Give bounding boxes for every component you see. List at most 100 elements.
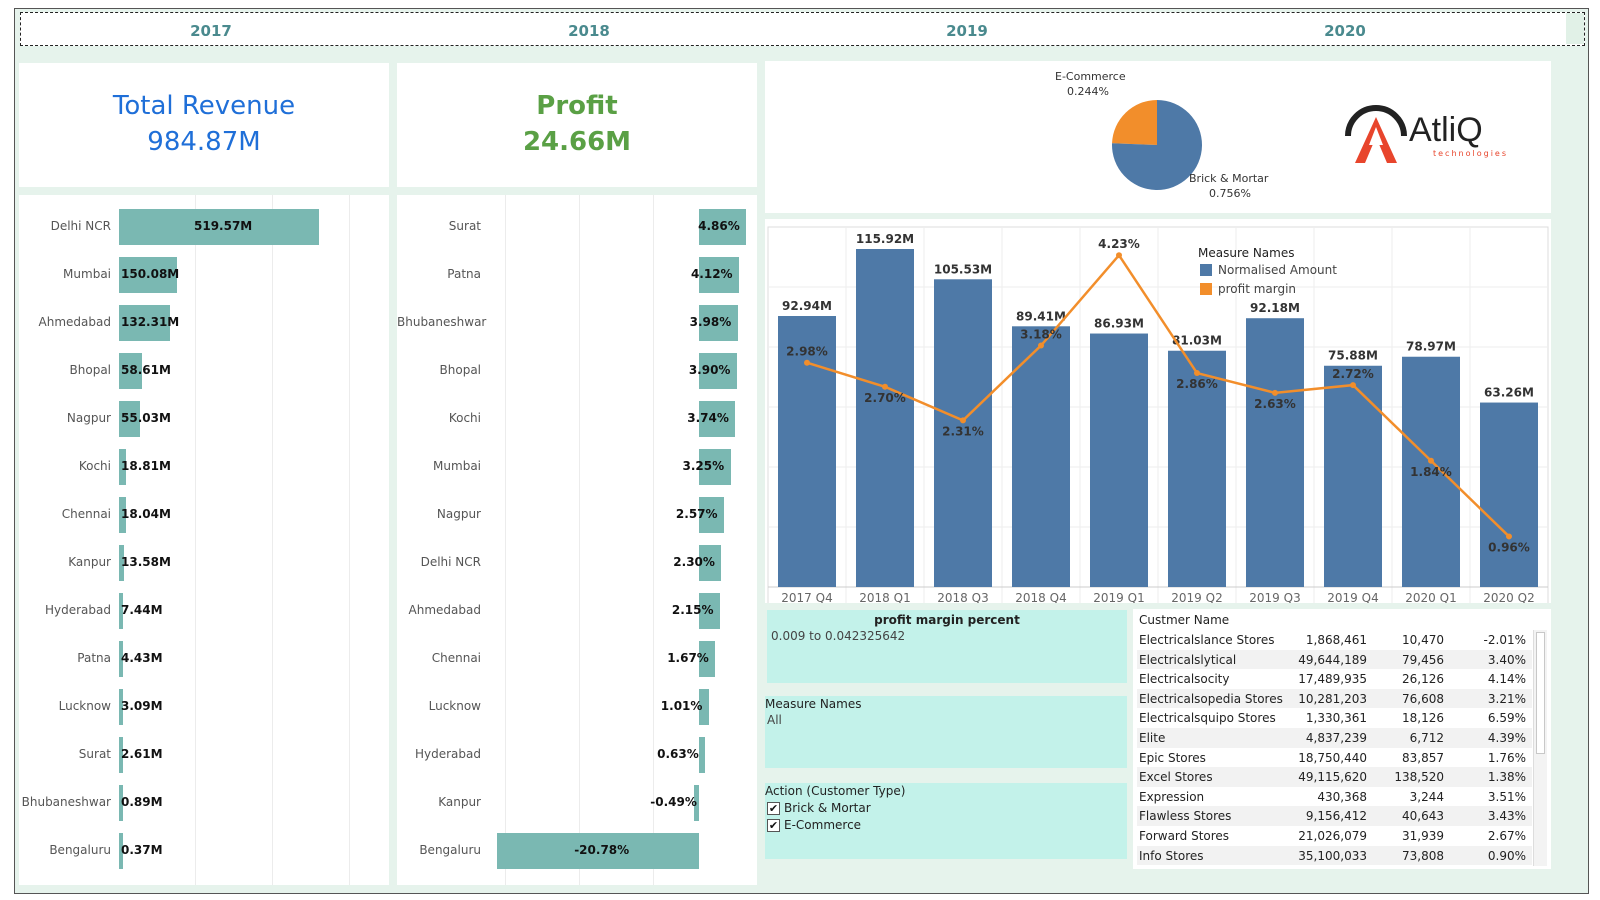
customer-amount-cell: 9,156,412 [1305,809,1367,824]
x-tick-label: 2019 Q2 [1171,591,1222,603]
amount-bar[interactable] [1324,365,1382,587]
x-tick-label: 2019 Q1 [1093,591,1144,603]
customer-amount-cell: 21,026,079 [1298,829,1367,843]
customer-type-panel: E-Commerce 0.244% Brick & Mortar 0.756% … [765,61,1551,213]
customer-margin-cell: 3.51% [1487,789,1526,804]
table-row[interactable]: Electricalsquipo Stores 1,330,361 18,126 6.… [1137,708,1532,728]
customer-quantity-cell: 3,244 [1409,789,1444,804]
profit-title: Profit [536,91,618,121]
profit-margin-point [1350,382,1356,389]
profit-city-label: Lucknow [428,699,481,713]
revenue-value-label: 150.08M [121,267,180,281]
brick-mortar-checkbox[interactable]: ✔ [767,802,780,815]
table-row[interactable]: Elite 4,837,239 6,712 4.39% [1137,728,1532,748]
table-row[interactable]: Expression 430,368 3,244 3.51% [1137,787,1532,807]
amount-bar[interactable] [934,279,992,587]
customer-name-cell: Flawless Stores [1139,809,1232,824]
x-tick-label: 2018 Q1 [859,591,910,603]
table-row[interactable]: Flawless Stores 9,156,412 40,643 3.43% [1137,806,1532,826]
amount-bar[interactable] [1090,333,1148,587]
measure-names-filter-title: Measure Names [765,697,862,711]
table-scrollbar[interactable] [1533,630,1547,866]
profit-bar [699,305,738,341]
measure-names-filter-value[interactable]: All [767,713,782,727]
quarterly-amount-chart: 92.94M 2017 Q4 115.92M 2018 Q1 105.53M 2018 Q… [765,219,1551,603]
revenue-bar [119,305,170,341]
customer-amount-cell: 17,489,935 [1298,672,1367,687]
customer-table-header: Custmer Name [1139,613,1230,627]
customer-margin-cell: 4.14% [1487,672,1526,687]
customer-quantity-cell: 18,126 [1402,711,1444,726]
profit-margin-filter-range[interactable]: 0.009 to 0.042325642 [771,629,906,643]
profit-margin-point [1116,252,1122,259]
amount-bar-label: 78.97M [1406,340,1456,354]
table-row[interactable]: Electricalsopedia Stores 10,281,203 76,608… [1137,688,1532,709]
table-row[interactable]: Electricalsocity 17,489,935 26,126 4.14% [1137,669,1532,689]
customer-margin-cell: 1.38% [1487,770,1526,785]
amount-bar[interactable] [856,249,914,587]
action-filter-title: Action (Customer Type) [765,784,906,798]
revenue-value-label: 7.44M [121,603,163,617]
customer-name-cell: Electricalslance Stores [1139,633,1275,647]
legend-title: Measure Names [1198,246,1295,260]
atliq-logo-icon [1345,105,1407,163]
profit-city-label: Kochi [448,411,481,425]
profit-city-label: Bhubaneshwar [397,315,487,329]
profit-city-label: Bhopal [439,363,481,377]
total-revenue-value: 984.87M [147,127,261,157]
profit-by-city-chart: Surat 4.86% Patna 4.12% Bhubaneshwar 3.98% Bho… [397,195,757,885]
profit-margin-label: 2.63% [1254,397,1296,411]
customer-name-cell: Info Stores [1139,848,1204,863]
revenue-bar [119,401,141,437]
x-tick-label: 2019 Q4 [1327,591,1378,603]
x-tick-label: 2020 Q2 [1483,591,1534,603]
year-2019-button[interactable]: 2019 [946,22,988,40]
table-row[interactable]: Info Stores 35,100,033 73,808 0.90% [1137,845,1532,866]
profit-city-label: Delhi NCR [420,555,481,569]
table-row[interactable]: Electricalslytical 49,644,189 79,456 3.40% [1137,649,1532,670]
revenue-bar [119,545,125,581]
legend-swatch-profit-margin [1200,283,1212,295]
measure-names-filter[interactable]: Measure Names All [765,696,1127,768]
customer-quantity-cell: 10,470 [1402,633,1444,647]
revenue-bar [119,449,127,485]
table-row[interactable]: Electricalslance Stores 1,868,461 10,470 -2… [1137,630,1532,650]
year-2018-button[interactable]: 2018 [568,22,610,40]
gridline [579,195,580,885]
customer-quantity-cell: 6,712 [1409,731,1444,745]
revenue-city-label: Bhubaneshwar [21,795,111,809]
brick-mortar-option-label[interactable]: Brick & Mortar [784,801,871,815]
customer-amount-cell: 430,368 [1317,789,1367,804]
customer-quantity-cell: 31,939 [1402,829,1444,843]
revenue-value-label: 18.04M [121,507,171,521]
revenue-city-label: Surat [78,747,111,761]
revenue-value-label: 58.61M [121,363,171,377]
amount-bar[interactable] [1012,326,1070,587]
amount-bar[interactable] [1480,402,1538,587]
revenue-city-label: Bengaluru [49,843,111,857]
total-revenue-title: Total Revenue [112,91,296,121]
amount-bar[interactable] [1168,350,1226,587]
table-row[interactable]: Excel Stores 49,115,620 138,520 1.38% [1137,767,1532,787]
customer-name-cell: Electricalslytical [1139,652,1237,667]
ecommerce-checkbox[interactable]: ✔ [767,819,780,832]
pie-slice-brick-mortar[interactable] [1112,100,1202,190]
revenue-value-label: 55.03M [121,411,171,425]
revenue-value-label: 3.09M [121,699,163,713]
profit-margin-filter[interactable]: profit margin percent 0.009 to 0.0423256… [767,610,1127,683]
profit-city-label: Mumbai [433,459,481,473]
year-2020-button[interactable]: 2020 [1324,22,1366,40]
year-2017-button[interactable]: 2017 [190,22,232,40]
customer-amount-cell: 35,100,033 [1298,848,1367,863]
pie-slice-ecommerce[interactable] [1112,100,1157,145]
table-row[interactable]: Forward Stores 21,026,079 31,939 2.67% [1137,826,1532,846]
customer-name-cell: Expression [1139,789,1205,804]
revenue-value-label: 13.58M [121,555,171,569]
profit-city-label: Nagpur [436,507,481,521]
amount-bar[interactable] [1246,318,1304,587]
table-row[interactable]: Epic Stores 18,750,440 83,857 1.76% [1137,748,1532,768]
ecommerce-option-label[interactable]: E-Commerce [784,818,862,832]
amount-bar[interactable] [1402,356,1460,587]
table-scrollbar-thumb[interactable] [1536,632,1545,754]
legend-swatch-normalised [1200,264,1212,276]
